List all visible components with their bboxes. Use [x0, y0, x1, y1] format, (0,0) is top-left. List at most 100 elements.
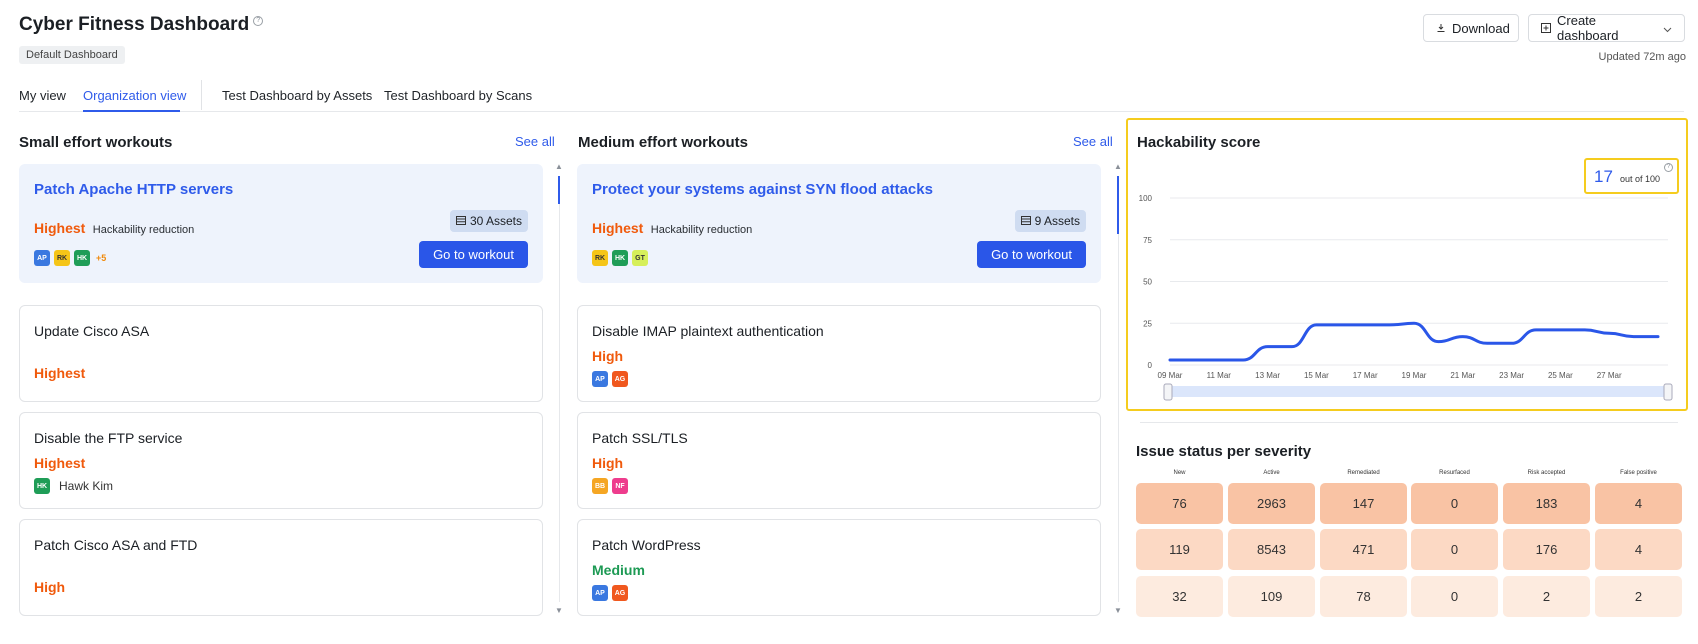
- hackability-title: Hackability score: [1137, 134, 1261, 151]
- priority-label: High: [34, 579, 66, 595]
- priority-row: Highest Hackability reduction: [592, 220, 752, 238]
- assets-count-badge: 30 Assets: [449, 210, 528, 232]
- workout-name[interactable]: Disable the FTP service: [34, 430, 183, 446]
- workout-card[interactable]: Patch SSL/TLS High BB NF: [577, 412, 1101, 509]
- avatar[interactable]: GT: [632, 250, 648, 266]
- scroll-down-icon[interactable]: ▼: [555, 606, 563, 615]
- workout-card[interactable]: Patch WordPress Medium AP AG: [577, 519, 1101, 616]
- medium-column-scrollbar[interactable]: ▲ ▼: [1114, 162, 1124, 618]
- issue-count-cell[interactable]: 0: [1411, 576, 1498, 617]
- workout-name[interactable]: Patch WordPress: [592, 537, 701, 553]
- issue-count-cell[interactable]: 183: [1503, 483, 1590, 524]
- go-to-workout-button[interactable]: Go to workout: [977, 241, 1086, 268]
- tab-test-dashboard-assets[interactable]: Test Dashboard by Assets: [222, 88, 373, 103]
- assignee-avatars: RK HK GT: [592, 250, 648, 266]
- avatar[interactable]: RK: [54, 250, 70, 266]
- issue-count-cell[interactable]: 2: [1595, 576, 1682, 617]
- scroll-track: [1118, 176, 1119, 602]
- issue-count-cell[interactable]: 176: [1503, 529, 1590, 570]
- issue-count-cell[interactable]: 4: [1595, 529, 1682, 570]
- x-tick-label: 25 Mar: [1548, 371, 1573, 380]
- workout-name[interactable]: Patch SSL/TLS: [592, 430, 688, 446]
- go-to-workout-button[interactable]: Go to workout: [419, 241, 528, 268]
- create-dashboard-label: Create dashboard: [1557, 13, 1619, 43]
- x-tick-label: 19 Mar: [1402, 371, 1427, 380]
- issue-count-cell[interactable]: 0: [1411, 483, 1498, 524]
- issue-column-header: Active: [1263, 470, 1280, 476]
- assets-count: 9 Assets: [1034, 214, 1080, 228]
- avatar[interactable]: AP: [592, 585, 608, 601]
- assets-count: 30 Assets: [469, 214, 522, 228]
- issue-count-cell[interactable]: 76: [1136, 483, 1223, 524]
- workout-card[interactable]: Disable the FTP service Highest HK Hawk …: [19, 412, 543, 509]
- y-tick-label: 50: [1143, 278, 1152, 287]
- help-icon[interactable]: ?: [1664, 163, 1673, 172]
- create-dashboard-button[interactable]: Create dashboard: [1528, 13, 1685, 43]
- small-see-all-link[interactable]: See all: [515, 134, 555, 149]
- workout-name[interactable]: Update Cisco ASA: [34, 323, 150, 339]
- server-icon: [455, 214, 466, 228]
- tab-my-view[interactable]: My view: [19, 88, 66, 103]
- avatar[interactable]: NF: [612, 478, 628, 494]
- more-avatars-count[interactable]: +5: [96, 253, 107, 263]
- avatar[interactable]: AP: [34, 250, 50, 266]
- score-box: 17 out of 100 ?: [1584, 158, 1679, 194]
- avatar[interactable]: RK: [592, 250, 608, 266]
- workout-card[interactable]: Update Cisco ASA Highest: [19, 305, 543, 402]
- priority-label: High: [592, 455, 624, 471]
- featured-workout-card[interactable]: Protect your systems against SYN flood a…: [577, 164, 1101, 283]
- range-slider-handle-left[interactable]: [1163, 383, 1173, 401]
- issue-count-cell[interactable]: 78: [1320, 576, 1407, 617]
- workout-card[interactable]: Patch Cisco ASA and FTD High: [19, 519, 543, 616]
- workout-name[interactable]: Patch Cisco ASA and FTD: [34, 537, 198, 553]
- issue-column-header: Resurfaced: [1439, 470, 1470, 476]
- score-out-of: out of 100: [1620, 174, 1661, 184]
- download-button[interactable]: Download: [1423, 14, 1519, 42]
- medium-effort-title: Medium effort workouts: [578, 134, 749, 151]
- scroll-up-icon[interactable]: ▲: [1114, 162, 1122, 171]
- featured-workout-card[interactable]: Patch Apache HTTP servers Highest Hackab…: [19, 164, 543, 283]
- medium-see-all-link[interactable]: See all: [1073, 134, 1113, 149]
- issue-count-cell[interactable]: 4: [1595, 483, 1682, 524]
- avatar[interactable]: HK: [34, 478, 50, 494]
- issue-count-cell[interactable]: 2: [1503, 576, 1590, 617]
- issue-count-cell[interactable]: 109: [1228, 576, 1315, 617]
- avatar[interactable]: AG: [612, 371, 628, 387]
- issue-count-cell[interactable]: 147: [1320, 483, 1407, 524]
- y-tick-label: 25: [1143, 319, 1152, 328]
- avatar[interactable]: AP: [592, 371, 608, 387]
- scroll-thumb[interactable]: [1117, 176, 1119, 234]
- help-icon[interactable]: ?: [253, 16, 264, 26]
- default-dashboard-badge: Default Dashboard: [19, 46, 125, 64]
- scroll-down-icon[interactable]: ▼: [1114, 606, 1122, 615]
- small-column-scrollbar[interactable]: ▲ ▼: [555, 162, 565, 618]
- x-tick-label: 27 Mar: [1597, 371, 1622, 380]
- avatar[interactable]: BB: [592, 478, 608, 494]
- priority-label: Medium: [592, 562, 645, 578]
- range-slider-handle-right[interactable]: [1663, 383, 1673, 401]
- issue-count-cell[interactable]: 2963: [1228, 483, 1315, 524]
- scroll-thumb[interactable]: [558, 176, 560, 204]
- owner-name: Hawk Kim: [59, 479, 114, 493]
- tab-divider: [201, 80, 202, 110]
- y-tick-label: 100: [1139, 194, 1153, 203]
- avatar[interactable]: HK: [612, 250, 628, 266]
- x-tick-label: 17 Mar: [1353, 371, 1378, 380]
- tab-organization-view[interactable]: Organization view: [83, 88, 187, 103]
- issue-count-cell[interactable]: 471: [1320, 529, 1407, 570]
- issue-count-cell[interactable]: 119: [1136, 529, 1223, 570]
- issue-count-cell[interactable]: 0: [1411, 529, 1498, 570]
- workout-name[interactable]: Patch Apache HTTP servers: [34, 181, 234, 198]
- range-slider-track[interactable]: [1166, 386, 1666, 397]
- avatar[interactable]: AG: [612, 585, 628, 601]
- issue-count-cell[interactable]: 32: [1136, 576, 1223, 617]
- download-icon: [1436, 21, 1446, 36]
- avatar[interactable]: HK: [74, 250, 90, 266]
- workout-card[interactable]: Disable IMAP plaintext authentication Hi…: [577, 305, 1101, 402]
- workout-name[interactable]: Protect your systems against SYN flood a…: [592, 181, 933, 198]
- tab-test-dashboard-scans[interactable]: Test Dashboard by Scans: [384, 88, 533, 103]
- workout-name[interactable]: Disable IMAP plaintext authentication: [592, 323, 824, 339]
- assets-count-badge: 9 Assets: [1014, 210, 1086, 232]
- scroll-up-icon[interactable]: ▲: [555, 162, 563, 171]
- issue-count-cell[interactable]: 8543: [1228, 529, 1315, 570]
